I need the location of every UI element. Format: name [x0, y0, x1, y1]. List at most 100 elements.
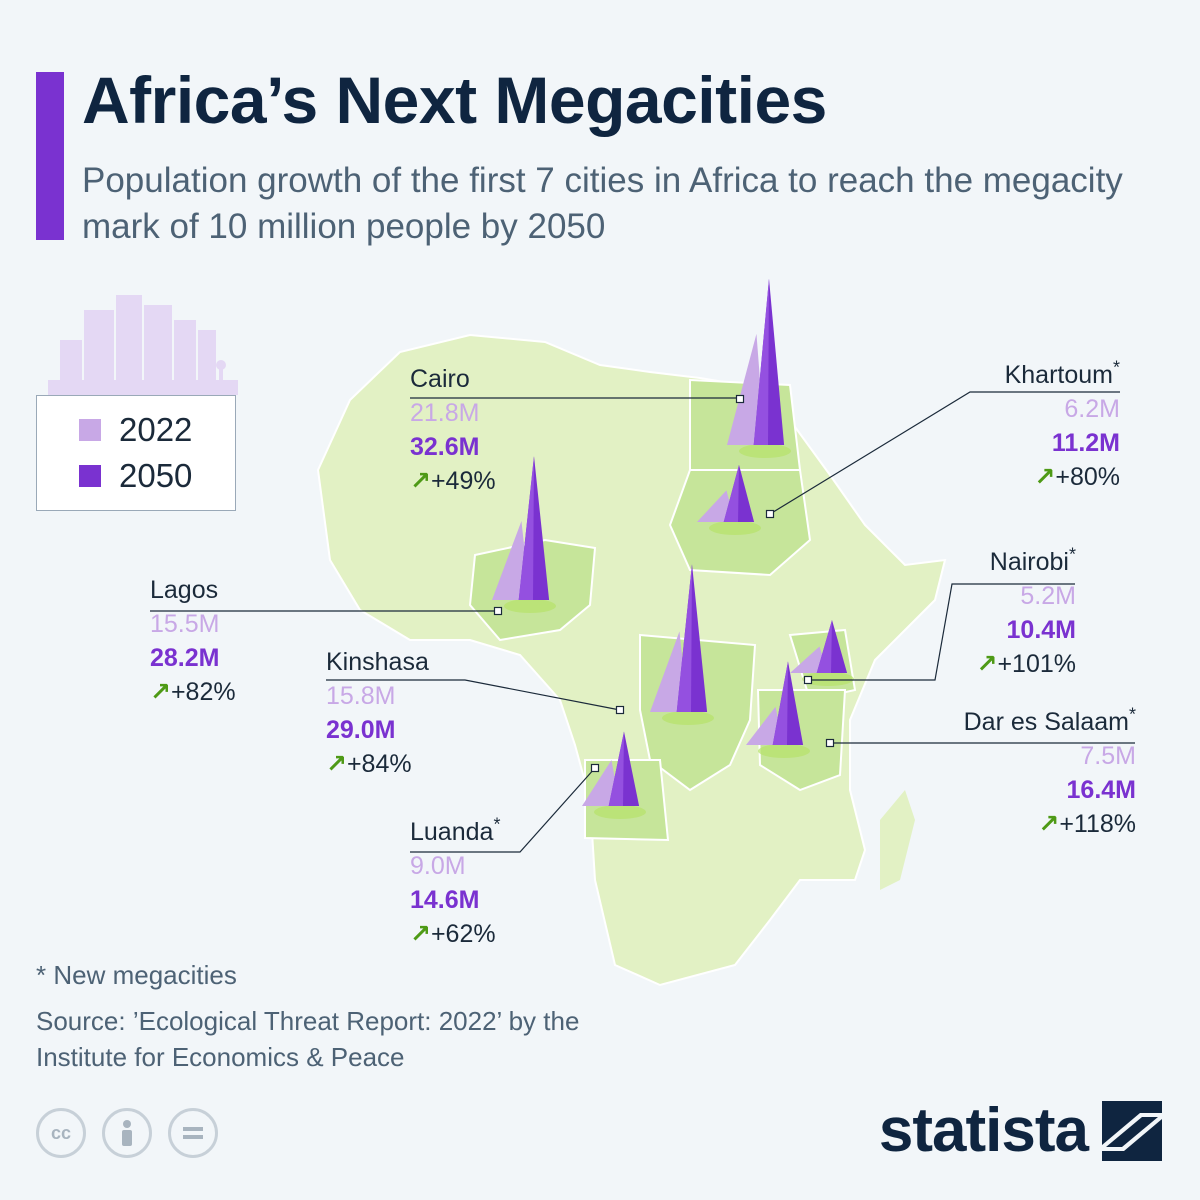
- spike-2022-khartoum: [697, 490, 735, 522]
- city-marker-nairobi: [803, 675, 813, 685]
- growth-arrow-icon: ↗: [1038, 810, 1060, 838]
- value-2050: 32.6M: [410, 433, 480, 461]
- city-label-kinshasa: Kinshasa 15.8M 29.0M ↗+84%: [326, 645, 429, 781]
- spike-2050-shade-nairobi: [816, 619, 832, 673]
- city-name: Khartoum*: [1004, 357, 1120, 389]
- city-label-lagos: Lagos 15.5M 28.2M ↗+82%: [150, 573, 236, 709]
- city-name: Nairobi*: [989, 544, 1076, 576]
- source-note: Source: ’Ecological Threat Report: 2022’…: [36, 1006, 580, 1072]
- creative-commons-icon[interactable]: cc: [36, 1108, 86, 1158]
- city-marker-luanda: [590, 763, 600, 773]
- spike-luanda: [582, 731, 646, 819]
- value-2022: 7.5M: [1080, 742, 1136, 770]
- leader-line-luanda: [410, 767, 596, 853]
- legend: 2022 2050: [36, 395, 236, 511]
- title-accent-bar: [36, 72, 64, 240]
- city-name: Luanda*: [410, 814, 501, 846]
- spike-2022-cairo: [727, 333, 765, 445]
- leader-line-nairobi: [808, 583, 1075, 681]
- legend-label-2050: 2050: [119, 457, 193, 494]
- city-marker-dar-es-salaam: [825, 738, 835, 748]
- city-label-khartoum: Khartoum* 6.2M 11.2M ↗+80%: [1005, 358, 1120, 494]
- city-skyline-icon: [48, 295, 238, 395]
- spike-nairobi: [790, 619, 854, 686]
- spike-base-dar-es-salaam: [758, 744, 810, 758]
- growth-change: ↗+84%: [326, 750, 412, 778]
- brand-name: statista: [878, 1096, 1089, 1165]
- spike-2050-shade-lagos: [518, 456, 534, 600]
- legend-swatch-2050: [79, 465, 101, 487]
- city-name: Dar es Salaam*: [963, 704, 1136, 736]
- spike-base-khartoum: [709, 521, 761, 535]
- growth-arrow-icon: ↗: [410, 467, 431, 495]
- spike-2022-kinshasa: [650, 631, 688, 712]
- population-spikes: [492, 278, 854, 819]
- city-label-cairo: Cairo 21.8M 32.6M ↗+49%: [410, 362, 496, 498]
- spike-2050-shade-dar-es-salaam: [772, 661, 788, 745]
- new-megacity-marker: *: [1128, 704, 1136, 725]
- spike-2022-lagos: [492, 520, 530, 600]
- statista-logo-icon: [1102, 1100, 1162, 1161]
- spike-base-lagos: [504, 599, 556, 613]
- spike-cairo: [727, 278, 791, 458]
- page-title: Africa’s Next Megacities: [82, 63, 827, 137]
- city-marker-khartoum: [765, 509, 775, 519]
- growth-arrow-icon: ↗: [1034, 463, 1056, 491]
- new-megacity-marker: *: [1068, 544, 1076, 565]
- city-marker-kinshasa: [615, 705, 625, 715]
- value-2050: 29.0M: [326, 716, 396, 744]
- growth-arrow-icon: ↗: [326, 750, 347, 778]
- city-name: Kinshasa: [326, 648, 429, 676]
- growth-arrow-icon: ↗: [976, 650, 998, 678]
- city-label-luanda: Luanda* 9.0M 14.6M ↗+62%: [410, 815, 500, 951]
- growth-change: ↗+82%: [150, 678, 236, 706]
- value-2022: 6.2M: [1064, 395, 1120, 423]
- city-marker-cairo: [735, 394, 745, 404]
- growth-change: ↗+101%: [976, 650, 1077, 678]
- value-2050: 14.6M: [410, 886, 480, 914]
- leader-lines: [150, 391, 1135, 853]
- growth-arrow-icon: ↗: [410, 920, 431, 948]
- attribution-icon[interactable]: [102, 1108, 152, 1158]
- no-derivatives-icon[interactable]: [168, 1108, 218, 1158]
- city-name: Lagos: [150, 576, 219, 604]
- spike-2050-shade-kinshasa: [676, 564, 692, 712]
- spike-base-luanda: [594, 805, 646, 819]
- legend-item-2022: 2022: [79, 411, 193, 448]
- value-2050: 16.4M: [1066, 776, 1136, 804]
- legend-swatch-2022: [79, 419, 101, 441]
- legend-label-2022: 2022: [119, 411, 193, 448]
- value-2022: 5.2M: [1020, 582, 1076, 610]
- page-subtitle: Population growth of the first 7 cities …: [82, 161, 1123, 246]
- madagascar: [880, 790, 915, 890]
- new-megacity-marker: *: [493, 814, 501, 835]
- value-2022: 21.8M: [410, 399, 480, 427]
- growth-change: ↗+62%: [410, 920, 496, 948]
- city-marker-lagos: [493, 606, 503, 616]
- spike-kinshasa: [650, 564, 714, 725]
- city-name: Cairo: [410, 365, 470, 393]
- spike-2050-shade-cairo: [753, 278, 769, 445]
- spike-base-kinshasa: [662, 711, 714, 725]
- statista-logo[interactable]: statista: [879, 1095, 1162, 1166]
- value-2050: 11.2M: [1051, 429, 1120, 457]
- city-label-dar-es-salaam: Dar es Salaam* 7.5M 16.4M ↗+118%: [964, 705, 1136, 841]
- legend-item-2050: 2050: [79, 457, 193, 494]
- value-2050: 28.2M: [150, 644, 220, 672]
- value-2022: 15.8M: [326, 682, 396, 710]
- spike-lagos: [492, 456, 556, 613]
- spike-2050-shade-khartoum: [723, 464, 739, 522]
- growth-change: ↗+49%: [410, 467, 496, 495]
- growth-change: ↗+80%: [1034, 463, 1120, 491]
- spike-2022-nairobi: [790, 646, 828, 673]
- growth-arrow-icon: ↗: [150, 678, 171, 706]
- new-megacity-marker: *: [1112, 357, 1120, 378]
- value-2050: 10.4M: [1006, 616, 1076, 644]
- leader-line-kinshasa: [326, 679, 621, 711]
- spike-base-nairobi: [802, 672, 854, 686]
- spike-dar-es-salaam: [746, 661, 810, 758]
- city-label-nairobi: Nairobi* 5.2M 10.4M ↗+101%: [977, 545, 1077, 681]
- license-icons: cc: [36, 1108, 218, 1158]
- spike-khartoum: [697, 464, 761, 535]
